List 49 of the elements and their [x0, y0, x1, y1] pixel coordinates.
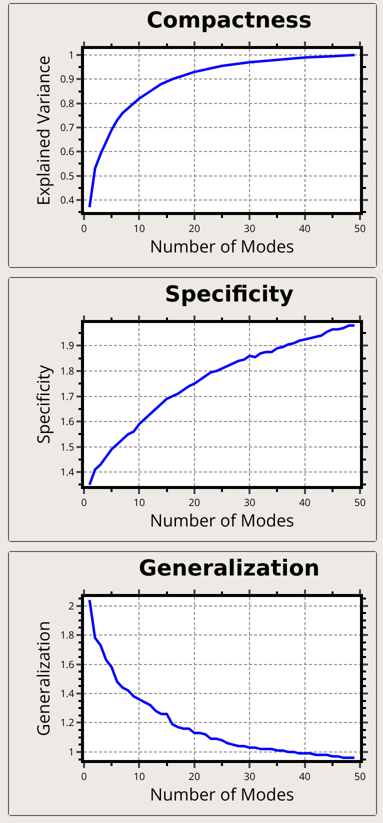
- y-tick-label: 1.8: [60, 364, 75, 378]
- line-series: [88, 54, 356, 208]
- line-series: [88, 324, 356, 486]
- x-tick-label: 40: [299, 220, 311, 235]
- y-tick-label: 1.7: [60, 388, 75, 403]
- y-tick-label: 1.8: [60, 628, 75, 642]
- y-tick-label: 1.9: [60, 338, 75, 352]
- y-axis-title: Specificity: [32, 364, 55, 444]
- y-tick-label: 0.5: [60, 168, 75, 182]
- x-tick-label: 50: [354, 494, 366, 509]
- y-tick-label: 1.6: [60, 414, 75, 428]
- x-axis-title: Number of Modes: [150, 508, 294, 532]
- x-tick-label: 0: [81, 494, 88, 509]
- chart-title: Compactness: [146, 8, 312, 34]
- chart-title: Specificity: [164, 282, 294, 308]
- y-tick-label: 0.6: [60, 144, 75, 158]
- x-tick-label: 20: [188, 220, 200, 235]
- x-tick-label: 10: [133, 768, 146, 783]
- x-tick-label: 10: [133, 494, 146, 509]
- y-tick-label: 2: [68, 598, 75, 612]
- x-axis-title: Number of Modes: [150, 234, 294, 258]
- chart-title: Generalization: [138, 556, 320, 582]
- y-axis-title: Explained Variance: [32, 56, 55, 206]
- y-tick-label: 0.4: [60, 192, 75, 206]
- x-tick-label: 40: [299, 494, 311, 509]
- line-series: [88, 598, 356, 760]
- x-tick-label: 50: [354, 220, 366, 235]
- x-tick-label: 30: [244, 494, 256, 509]
- x-tick-label: 50: [354, 768, 366, 783]
- y-tick-label: 1: [68, 48, 74, 62]
- y-tick-label: 0.9: [60, 72, 75, 86]
- x-tick-label: 30: [244, 220, 256, 235]
- x-axis-title: Number of Modes: [150, 782, 294, 806]
- y-tick-label: 1.4: [60, 464, 75, 479]
- x-tick-label: 0: [81, 768, 88, 783]
- y-axis-title: Generalization: [32, 620, 55, 736]
- x-tick-label: 10: [133, 220, 146, 235]
- y-tick-label: 1.4: [60, 686, 75, 700]
- x-tick-label: 40: [299, 768, 311, 783]
- y-tick-label: 0.8: [60, 96, 75, 110]
- x-tick-label: 30: [244, 768, 256, 783]
- y-tick-label: 1.5: [60, 439, 75, 454]
- x-tick-label: 0: [81, 220, 88, 235]
- x-tick-label: 20: [188, 494, 200, 509]
- y-tick-label: 1.2: [60, 715, 75, 730]
- y-tick-label: 1.6: [60, 656, 75, 671]
- x-tick-label: 20: [188, 768, 200, 783]
- y-tick-label: 1: [68, 744, 74, 758]
- y-tick-label: 0.7: [60, 120, 75, 134]
